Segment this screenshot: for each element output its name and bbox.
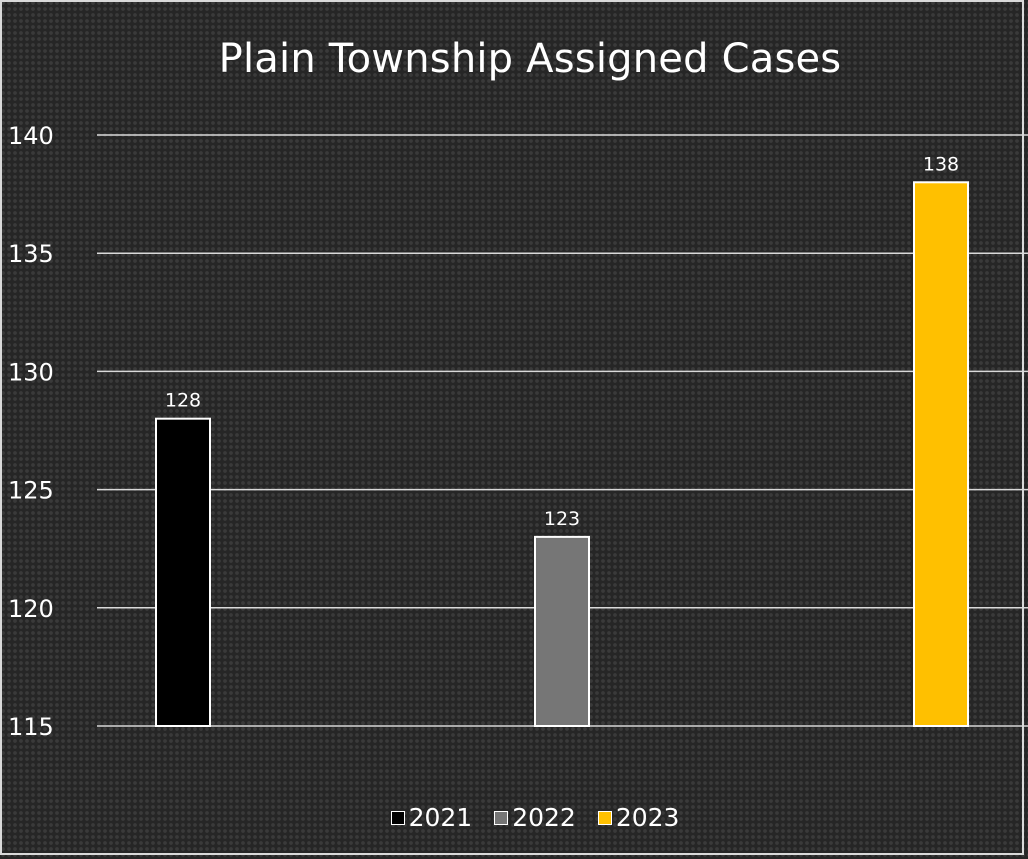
bar-2022	[534, 535, 590, 727]
chart-legend: 2021 2022 2023	[0, 803, 1028, 832]
y-tick-label: 120	[8, 595, 54, 623]
y-tick-label: 115	[8, 713, 54, 741]
legend-item-2022: 2022	[494, 803, 576, 832]
legend-label: 2021	[408, 803, 473, 832]
y-tick-label: 140	[8, 122, 54, 150]
chart-title: Plain Township Assigned Cases	[218, 36, 842, 82]
legend-swatch	[597, 810, 612, 825]
legend-label: 2023	[615, 803, 680, 832]
legend-swatch	[494, 810, 509, 825]
data-label-2021: 128	[165, 390, 201, 412]
legend-swatch	[390, 810, 405, 825]
legend-item-2021: 2021	[390, 803, 473, 832]
data-label-2023: 138	[923, 153, 959, 175]
y-tick-label: 125	[8, 477, 54, 505]
bar-2023	[913, 181, 969, 727]
bar-2021	[155, 417, 211, 727]
y-tick-label: 135	[8, 240, 54, 268]
data-label-2022: 123	[544, 508, 580, 530]
y-tick-label: 130	[8, 358, 54, 386]
legend-label: 2022	[512, 803, 576, 832]
legend-item-2023: 2023	[597, 803, 680, 832]
